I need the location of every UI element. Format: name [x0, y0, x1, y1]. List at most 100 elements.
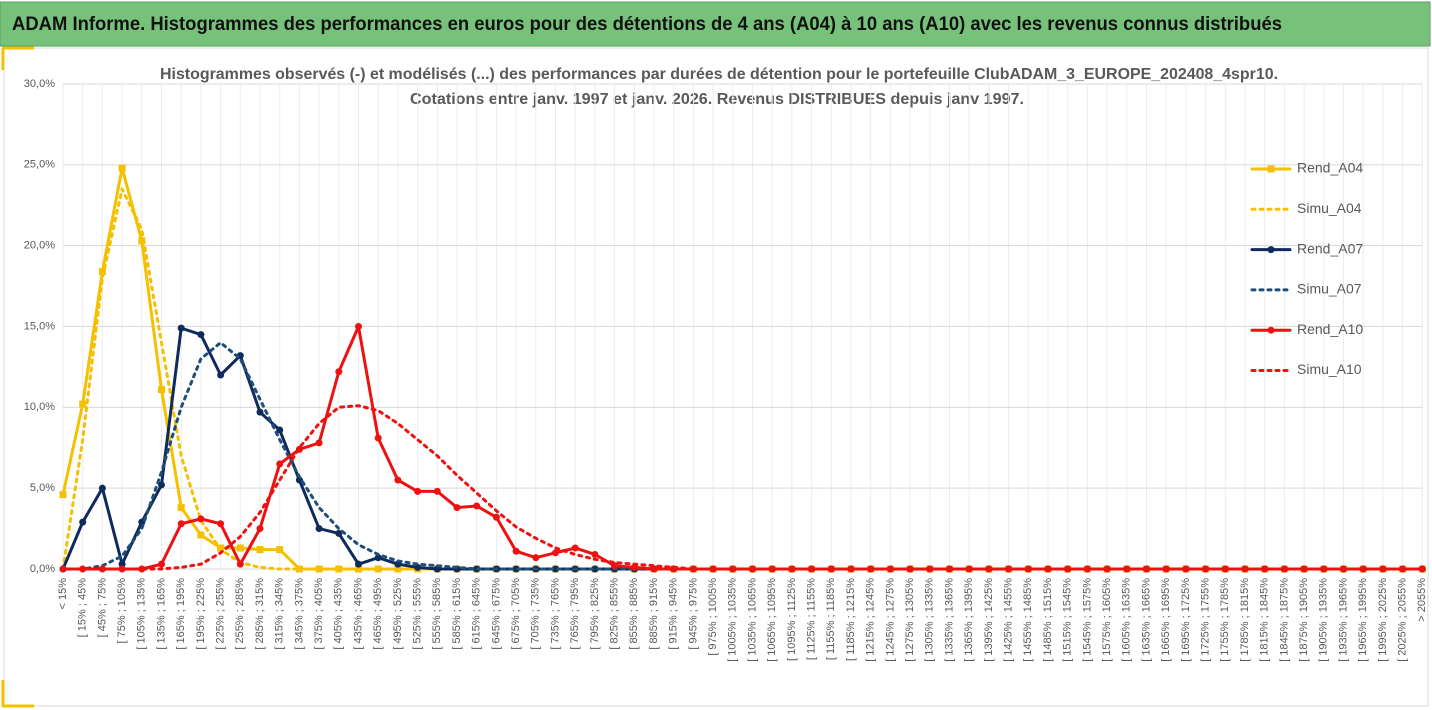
chart-border [3, 47, 1429, 707]
marker [591, 550, 599, 558]
x-tick-label: [ 435% ; 465% [352, 578, 364, 650]
x-tick-label: [ 465% ; 495% [372, 578, 384, 650]
x-tick-label: [ 315% ; 345% [274, 578, 286, 650]
x-tick-label: [ 195% ; 225% [195, 578, 207, 650]
marker [217, 520, 225, 528]
x-tick-label: [ 1575% ; 1605% [1101, 578, 1113, 662]
series-line [61, 404, 1424, 571]
x-tick-label: [ 1905% ; 1935% [1318, 578, 1330, 662]
marker [867, 565, 875, 573]
marker [118, 560, 126, 568]
x-tick-label: [ 555% ; 585% [431, 578, 443, 650]
marker [59, 491, 67, 499]
legend-marker [1267, 246, 1275, 254]
x-tick-label: [ 15% ; 45% [77, 578, 89, 638]
marker [315, 525, 323, 533]
header-bar [0, 1, 1431, 47]
chart-subtitle: Cotations entre janv. 1997 et janv. 2026… [410, 91, 1024, 108]
marker [414, 487, 422, 495]
x-tick-label: [ 945% ; 975% [687, 578, 699, 650]
x-tick-label: [ 855% ; 885% [628, 578, 640, 650]
marker [552, 565, 559, 573]
marker [98, 484, 106, 492]
marker [197, 331, 205, 339]
x-tick-label: [ 45% ; 75% [96, 578, 108, 638]
marker [276, 460, 284, 468]
header-title: ADAM Informe. Histogrammes des performan… [12, 14, 1282, 35]
marker [611, 562, 619, 570]
x-tick-label: [ 1995% ; 2025% [1377, 578, 1389, 662]
marker [650, 565, 658, 573]
marker [374, 554, 382, 562]
marker [1300, 565, 1308, 573]
marker [827, 565, 835, 573]
marker [276, 426, 284, 434]
x-tick-label: [ 1395% ; 1425% [983, 578, 995, 662]
marker [177, 324, 185, 332]
x-tick-label: [ 1005% ; 1035% [727, 578, 739, 662]
x-tick-label: [ 585% ; 615% [451, 578, 463, 650]
legend-label: Rend_A10 [1297, 321, 1363, 337]
x-tick-label: [ 525% ; 555% [412, 578, 424, 650]
x-tick-label: [ 795% ; 825% [589, 578, 601, 650]
x-tick-label: [ 1665% ; 1695% [1160, 578, 1172, 662]
marker [335, 565, 343, 573]
marker [1418, 565, 1426, 573]
x-tick-label: [ 165% ; 195% [175, 578, 187, 650]
chart-title: Histogrammes observés (-) et modélisés (… [160, 66, 1278, 83]
x-tick-label: [ 1245% ; 1275% [884, 578, 896, 662]
y-tick-label: 30,0% [24, 78, 55, 90]
x-tick-label: < 15% [57, 578, 69, 610]
x-tick-label: [ 1785% ; 1815% [1239, 578, 1251, 662]
x-tick-label: [ 1425% ; 1455% [1003, 578, 1015, 662]
x-tick-label: [ 675% ; 705% [510, 578, 522, 650]
marker [355, 323, 362, 330]
x-tick-label: [ 375% ; 405% [313, 578, 325, 650]
marker [788, 565, 796, 573]
y-tick-label: 15,0% [24, 320, 55, 332]
marker [1044, 565, 1052, 573]
x-tick-label: [ 1365% ; 1395% [963, 578, 975, 662]
x-tick-label: [ 1845% ; 1875% [1278, 578, 1290, 662]
y-tick-label: 5,0% [30, 482, 55, 494]
marker [217, 371, 225, 379]
marker [236, 544, 244, 552]
x-tick-label: [ 1695% ; 1725% [1180, 578, 1192, 662]
marker [512, 565, 520, 573]
y-tick-label: 10,0% [24, 401, 55, 413]
x-tick-label: [ 2025% ; 2055% [1397, 578, 1409, 662]
marker [1083, 565, 1091, 573]
x-tick-label: [ 225% ; 255% [215, 578, 227, 650]
marker [177, 504, 185, 512]
marker [335, 368, 343, 376]
marker [256, 546, 264, 554]
marker [276, 546, 284, 554]
marker [473, 502, 481, 510]
marker [433, 487, 441, 495]
marker [512, 547, 520, 555]
x-tick-label: [ 1305% ; 1335% [924, 578, 936, 662]
x-tick-label: [ 765% ; 795% [569, 578, 581, 650]
marker [197, 515, 205, 523]
legend-label: Simu_A07 [1297, 281, 1362, 297]
marker [492, 513, 500, 521]
x-tick-label: [ 1095% ; 1125% [786, 578, 798, 661]
x-tick-label: [ 1335% ; 1365% [943, 578, 955, 662]
x-tick-label: [ 885% ; 915% [648, 578, 660, 650]
marker [158, 481, 165, 489]
marker [197, 531, 205, 539]
marker [158, 386, 165, 394]
marker [1379, 565, 1387, 573]
legend-label: Rend_A07 [1297, 240, 1363, 256]
marker [453, 504, 461, 512]
x-tick-label: [ 1155% ; 1185% [825, 578, 837, 660]
x-tick-label: [ 135% ; 165% [155, 578, 167, 650]
x-tick-label: [ 495% ; 525% [392, 578, 404, 650]
x-tick-label: [ 1035% ; 1065% [746, 578, 758, 662]
marker [256, 408, 264, 416]
legend-marker [1267, 326, 1275, 334]
legend-label: Simu_A10 [1297, 361, 1362, 377]
marker [118, 164, 126, 172]
x-tick-label: [ 75% ; 105% [116, 578, 128, 644]
marker [591, 565, 599, 573]
